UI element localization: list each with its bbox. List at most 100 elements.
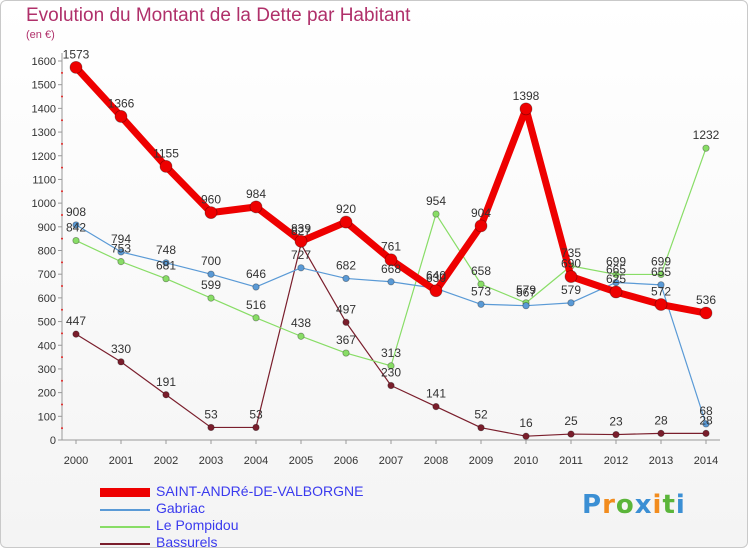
legend-label: SAINT-ANDRé-DE-VALBORGNE: [156, 483, 364, 499]
data-point: [342, 274, 350, 283]
data-label: 700: [201, 254, 221, 268]
data-point: [162, 275, 170, 283]
data-label: 25: [564, 414, 578, 428]
logo-letter: P: [582, 490, 603, 520]
data-point: [204, 206, 218, 220]
data-point: [477, 300, 485, 308]
data-label: 1155: [153, 146, 179, 160]
y-tick-label: 700: [38, 269, 56, 281]
data-point: [657, 429, 665, 437]
data-point: [72, 330, 80, 338]
y-axis: 0 100 200 300 400 500 600 700 800 900 1000 1100 1200…: [32, 53, 63, 447]
data-point: [609, 285, 623, 299]
logo-letter: o: [615, 490, 635, 520]
y-tick-label: 400: [38, 340, 56, 352]
x-tick-label: 2012: [604, 455, 628, 467]
y-minor-tick: [61, 166, 63, 169]
y-minor-tick: [61, 71, 63, 74]
data-point: [657, 270, 665, 279]
data-point: [294, 234, 308, 248]
data-point: [297, 332, 305, 340]
data-label: 960: [201, 193, 221, 207]
data-label: 827: [291, 224, 311, 238]
data-point: [564, 270, 578, 283]
x-tick-label: 2010: [514, 455, 538, 467]
data-label: 630: [426, 271, 446, 285]
data-label: 516: [246, 298, 266, 312]
x-tick-label: 2004: [244, 455, 268, 467]
y-tick-label: 200: [38, 388, 56, 400]
y-tick-label: 800: [38, 246, 56, 258]
data-point: [474, 219, 488, 233]
legend-label: Bassurels: [156, 534, 218, 550]
data-label: 682: [336, 258, 356, 272]
data-point: [342, 349, 350, 357]
data-point: [159, 160, 173, 173]
data-label: 753: [111, 242, 131, 256]
data-point: [702, 144, 710, 152]
data-point: [477, 424, 485, 432]
x-tick-label: 2013: [649, 455, 673, 467]
logo-letter: t: [662, 490, 676, 520]
x-tick-label: 2014: [694, 455, 718, 467]
data-point: [117, 248, 125, 256]
data-label: 330: [111, 342, 131, 356]
data-point: [69, 60, 83, 74]
y-tick-label: 1100: [32, 174, 56, 186]
logo-letter: i: [652, 490, 663, 520]
data-label: 690: [561, 257, 581, 271]
y-minor-tick: [61, 356, 63, 359]
data-label: 908: [66, 205, 86, 219]
data-label: 599: [201, 278, 221, 292]
data-point: [384, 253, 398, 267]
data-label: 658: [471, 264, 491, 278]
data-label: 655: [651, 265, 671, 279]
legend-swatch: [100, 509, 150, 511]
data-point: [432, 403, 440, 411]
data-labels: 447 330 191 53 53 827 497 230 141 52 16 25 23 28 28 842…: [63, 47, 720, 430]
data-label: 842: [66, 221, 86, 235]
x-tick-label: 2007: [379, 455, 403, 467]
data-point: [207, 423, 215, 432]
data-label: 954: [426, 194, 446, 208]
data-point: [477, 280, 485, 288]
series-2: [72, 144, 710, 370]
data-label: 447: [66, 314, 86, 328]
data-label: 28: [699, 413, 713, 427]
data-label: 230: [381, 366, 401, 380]
x-tick-label: 2003: [199, 455, 223, 467]
data-point: [654, 298, 668, 311]
data-label: 191: [156, 375, 176, 389]
data-label: 761: [381, 240, 401, 254]
data-point: [162, 259, 170, 267]
data-label: 573: [471, 284, 491, 298]
data-point: [207, 294, 215, 302]
data-point: [252, 423, 260, 432]
data-label: 794: [111, 232, 131, 246]
data-point: [114, 110, 128, 123]
data-point: [249, 200, 263, 214]
data-point: [339, 215, 353, 229]
data-label: 572: [651, 285, 671, 299]
y-minor-tick: [61, 119, 63, 122]
series-0: [69, 60, 713, 320]
data-point: [117, 258, 125, 266]
data-point: [612, 270, 620, 279]
data-point: [387, 362, 395, 370]
y-tick-label: 1400: [32, 103, 56, 115]
y-minor-tick: [61, 308, 63, 311]
x-axis: 2000 2001 2002 2003 2004 2005 2006 2007 2008 2009…: [62, 439, 720, 467]
y-tick-label: 300: [38, 364, 56, 376]
data-label: 727: [291, 248, 311, 262]
y-minor-tick: [61, 190, 63, 193]
logo-letter: x: [634, 490, 653, 520]
y-tick-label: 900: [38, 222, 56, 234]
data-label: 668: [381, 262, 401, 276]
data-point: [612, 278, 620, 287]
data-point: [252, 314, 260, 322]
data-label: 640: [426, 268, 446, 282]
legend-swatch: [100, 526, 150, 528]
x-tick-label: 2001: [109, 455, 133, 467]
x-tick-label: 2008: [424, 455, 448, 467]
data-label: 28: [654, 413, 668, 427]
